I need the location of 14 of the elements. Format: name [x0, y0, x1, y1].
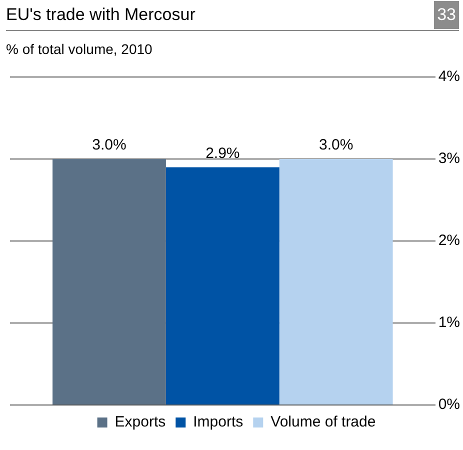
y-tick-label: 0%: [438, 396, 460, 414]
legend-label: Exports: [114, 414, 166, 431]
y-tick-label: 2%: [438, 232, 460, 250]
y-tick-label: 1%: [438, 314, 460, 332]
data-label: 3.0%: [318, 136, 354, 154]
data-label: 2.9%: [206, 144, 240, 162]
data-label: 3.0%: [92, 136, 126, 154]
chart-title: EU's trade with Mercosur: [6, 5, 196, 25]
y-tick-label: 3%: [438, 150, 460, 168]
y-tick-label: 4%: [438, 68, 460, 86]
legend-label: Volume of trade: [270, 414, 376, 431]
legend-label: Imports: [193, 414, 244, 431]
chart-subtitle: % of total volume, 2010: [6, 41, 154, 57]
text: 33: [434, 1, 459, 29]
